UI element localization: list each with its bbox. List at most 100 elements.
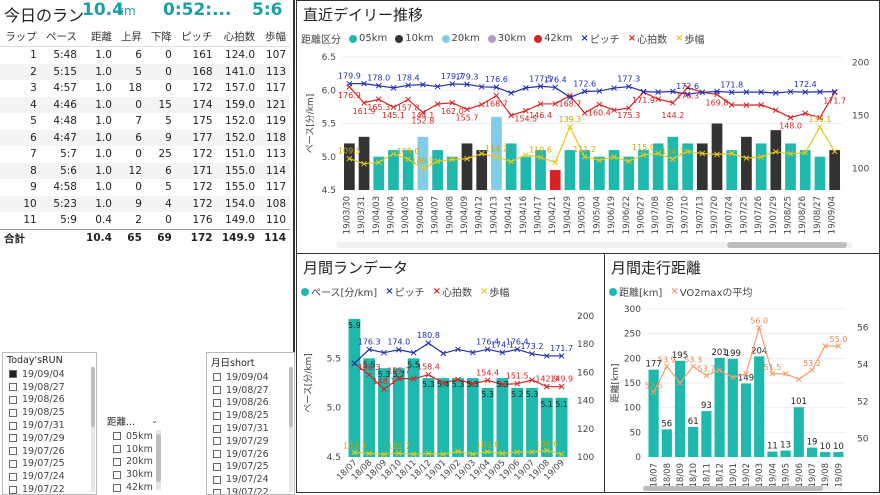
slicer-item[interactable]: 42km — [107, 481, 163, 493]
scroll-thumb[interactable] — [91, 367, 95, 427]
checkbox[interactable] — [9, 472, 17, 481]
column-header[interactable]: 下降 — [145, 27, 176, 47]
slicer-item[interactable]: 19/08/27 — [207, 384, 294, 397]
slicer-item[interactable]: 19/07/25 — [3, 458, 96, 471]
slicer-scrollbar[interactable] — [91, 367, 95, 492]
y-tick-label: 5.0 — [327, 404, 342, 414]
table-cell: 5:15 — [40, 63, 81, 80]
checkbox[interactable] — [9, 485, 17, 494]
checkbox[interactable] — [113, 483, 121, 492]
bar — [344, 143, 355, 190]
checkbox[interactable] — [9, 459, 17, 468]
checkbox[interactable] — [113, 457, 121, 466]
checkbox[interactable] — [213, 450, 221, 459]
slicer-item[interactable]: 30km — [107, 468, 163, 481]
slicer-item[interactable]: 19/07/29 — [207, 435, 294, 448]
bar — [476, 150, 488, 190]
legend-item[interactable]: × 歩幅 — [480, 284, 509, 299]
slicer-item[interactable]: 10km — [107, 443, 163, 456]
checkbox[interactable] — [213, 424, 221, 433]
chart-scrollbar[interactable] — [337, 242, 852, 248]
slicer-item[interactable]: 19/07/26 — [207, 448, 294, 461]
column-header[interactable]: ピッチ — [175, 27, 217, 47]
scroll-thumb[interactable] — [156, 434, 161, 482]
legend-item[interactable]: × 心拍数 — [628, 31, 667, 46]
table-cell: 10 — [0, 195, 41, 212]
slicer-item-label: 19/09/04 — [22, 368, 65, 380]
checkbox[interactable] — [213, 411, 221, 420]
stride-data-label: 139.3 — [558, 115, 581, 124]
slicer-item-label: 19/08/25 — [226, 410, 269, 422]
checkbox[interactable] — [9, 370, 17, 379]
slicer-item[interactable]: 19/07/29 — [3, 432, 96, 445]
slicer-item[interactable]: 19/07/31 — [3, 419, 96, 432]
slicer-item[interactable]: 19/08/27 — [3, 381, 96, 394]
slicer-item-label: 05km — [126, 430, 153, 442]
checkbox[interactable] — [113, 432, 121, 441]
slicer-item[interactable]: 19/07/25 — [207, 461, 294, 474]
scroll-thumb[interactable] — [289, 367, 293, 427]
checkbox[interactable] — [9, 434, 17, 443]
column-header[interactable]: 上昇 — [115, 27, 146, 47]
column-header[interactable]: 心拍数 — [216, 27, 260, 47]
checkbox[interactable] — [213, 398, 221, 407]
slicer-item[interactable]: 20km — [107, 456, 163, 469]
checkbox[interactable] — [113, 445, 121, 454]
legend-item[interactable]: × 心拍数 — [433, 284, 472, 299]
pace-data-label: 5.3 — [378, 370, 391, 379]
checkbox[interactable] — [213, 475, 221, 484]
slicer-item[interactable]: 19/07/26 — [3, 445, 96, 458]
legend-item[interactable]: 05km — [349, 33, 387, 44]
checkbox[interactable] — [213, 437, 221, 446]
slicer-item[interactable]: 19/08/25 — [207, 409, 294, 422]
slicer-item[interactable]: 19/08/26 — [207, 397, 294, 410]
scroll-thumb[interactable] — [727, 242, 847, 248]
slicer-item[interactable]: 19/09/04 — [3, 368, 96, 381]
chevron-down-icon[interactable]: ⌄ — [151, 416, 158, 425]
bar — [741, 136, 752, 190]
scroll-thumb[interactable] — [643, 486, 823, 491]
legend-item[interactable]: × ピッチ — [385, 284, 424, 299]
checkbox[interactable] — [9, 395, 17, 404]
chart-scrollbar[interactable] — [643, 486, 843, 491]
slicer-scrollbar[interactable] — [156, 430, 161, 490]
slicer-item[interactable]: 19/07/24 — [207, 473, 294, 486]
checkbox[interactable] — [213, 373, 221, 382]
legend-item[interactable]: 10km — [395, 33, 434, 44]
column-header[interactable]: ラップ — [0, 27, 41, 47]
checkbox[interactable] — [9, 421, 17, 430]
slicer-item[interactable]: 19/08/25 — [3, 406, 96, 419]
slicer-item[interactable]: 19/07/22 — [207, 486, 294, 494]
checkbox[interactable] — [213, 462, 221, 471]
checkbox[interactable] — [213, 488, 221, 494]
checkbox[interactable] — [113, 470, 121, 479]
column-header[interactable]: 距離 — [80, 27, 116, 47]
table-cell: 0 — [145, 80, 176, 97]
bar — [714, 357, 725, 457]
legend-item[interactable]: 距離[km] — [609, 284, 662, 299]
slicer-item[interactable]: 19/07/24 — [3, 470, 96, 483]
checkbox[interactable] — [213, 386, 221, 395]
legend-item[interactable]: 30km — [487, 33, 526, 44]
slicer-item[interactable]: 05km — [107, 430, 163, 443]
heart-point — [625, 105, 632, 111]
slicer-scrollbar[interactable] — [289, 367, 293, 492]
legend-item[interactable]: × ピッチ — [580, 31, 619, 46]
slicer-item[interactable]: 19/07/22 — [3, 483, 96, 494]
slicer-item[interactable]: 19/08/26 — [3, 394, 96, 407]
checkbox[interactable] — [9, 408, 17, 417]
slicer-item[interactable]: 19/09/04 — [207, 371, 294, 384]
stride-data-label: 114.2 — [485, 145, 508, 154]
checkbox[interactable] — [9, 447, 17, 456]
legend-item[interactable]: × VO2maxの平均 — [670, 284, 752, 299]
pitch-data-label: 178.4 — [397, 73, 420, 82]
legend-item[interactable]: 42km — [534, 33, 572, 44]
slicer-item[interactable]: 19/07/31 — [207, 422, 294, 435]
column-header[interactable]: ペース — [40, 27, 81, 47]
table-cell: 161 — [175, 46, 217, 64]
column-header[interactable]: 歩幅 — [259, 27, 290, 47]
legend-item[interactable]: 20km — [441, 33, 480, 44]
legend-item[interactable]: × 歩幅 — [675, 31, 704, 46]
checkbox[interactable] — [9, 383, 17, 392]
legend-item[interactable]: ペース[分/km] — [301, 284, 377, 299]
